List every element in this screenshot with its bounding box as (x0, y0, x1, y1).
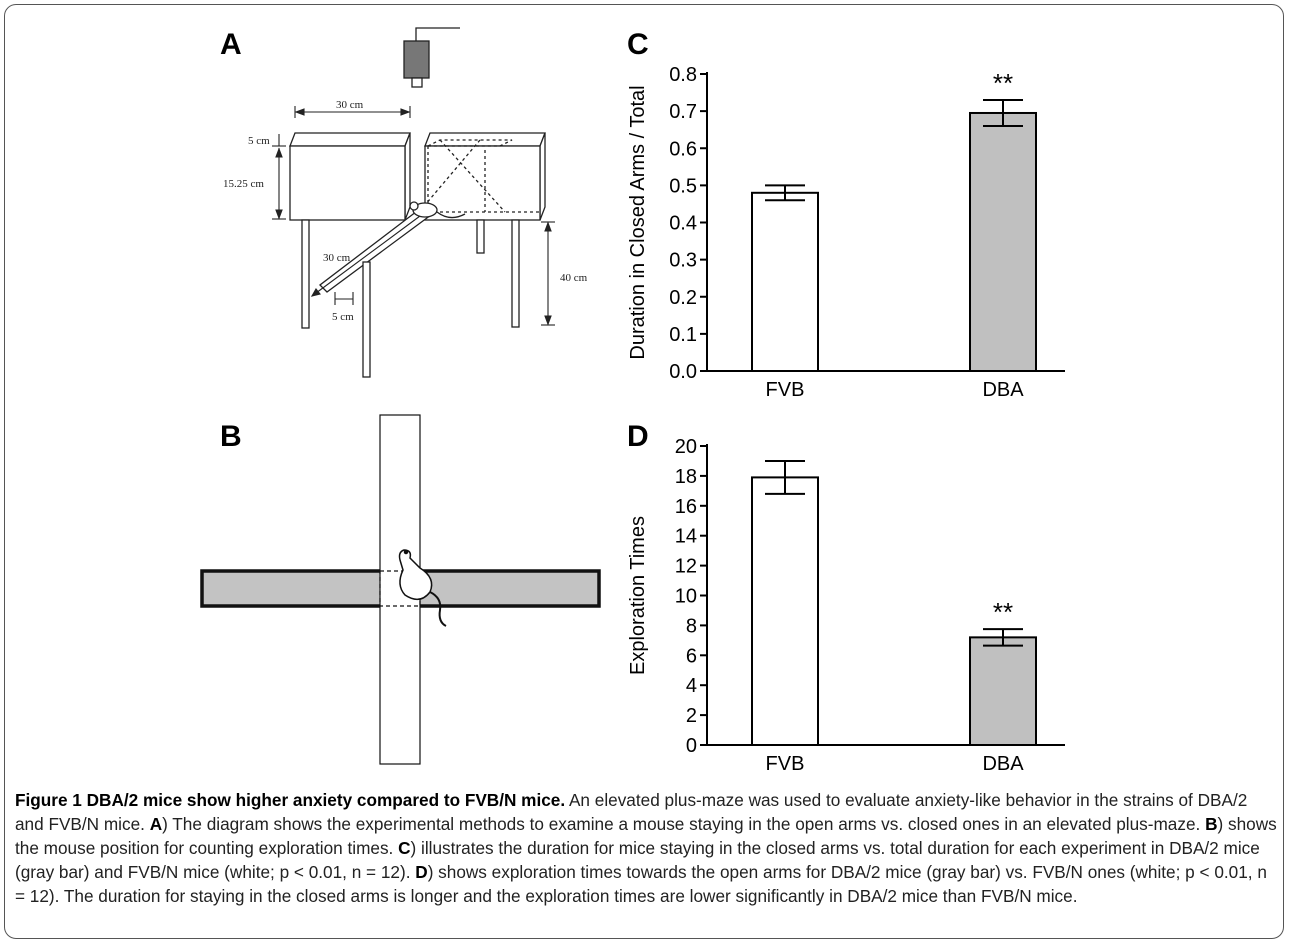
chart-exploration-times: 0 2 4 6 8 10 12 14 16 18 20 Exploration Times FVB ** D… (627, 436, 1065, 775)
y-axis-label: Duration in Closed Arms / Total (627, 85, 649, 359)
dim-height: 40 cm (560, 272, 588, 284)
leg-left (301, 219, 310, 329)
panel-letter-c: C (627, 28, 649, 61)
x-tick-label: DBA (982, 379, 1024, 401)
x-tick-label: FVB (766, 753, 805, 775)
panel-letter-a: A (220, 28, 242, 61)
leg-right (511, 219, 520, 328)
bar-fvb (751, 191, 819, 372)
y-tick-label: 0 (686, 735, 697, 757)
y-tick-label: 4 (686, 675, 697, 697)
closed-arm-left (289, 132, 411, 221)
dim-wall-thickness: 5 cm (248, 135, 270, 147)
y-tick-label: 8 (686, 615, 697, 637)
caption-d-letter: D (415, 862, 428, 882)
caption-b-letter: B (1205, 814, 1218, 834)
y-tick-label: 6 (686, 645, 697, 667)
y-tick-label: 2 (686, 705, 697, 727)
y-tick-label: 0.0 (669, 361, 697, 383)
caption-title: Figure 1 DBA/2 mice show higher anxiety … (15, 790, 566, 810)
caption-b-text: ) shows the mouse position for counting … (15, 814, 1277, 858)
y-tick-label: 0.6 (669, 138, 697, 160)
figure-caption: Figure 1 DBA/2 mice show higher anxiety … (15, 788, 1277, 908)
y-tick-label: 0.5 (669, 175, 697, 197)
leg-back-right (476, 219, 485, 254)
significance-label: ** (993, 68, 1013, 98)
significance-label: ** (993, 597, 1013, 627)
panel-letter-d: D (627, 420, 649, 453)
closed-arm-right (424, 132, 546, 221)
mouse-icon (409, 201, 466, 219)
y-tick-label: 0.8 (669, 64, 697, 86)
y-axis-label: Exploration Times (627, 516, 649, 675)
plus-maze-top-view (200, 414, 601, 765)
caption-c-text: ) illustrates the duration for mice stay… (15, 838, 1260, 882)
dim-wall-height: 15.25 cm (223, 178, 264, 190)
x-tick-label: DBA (982, 753, 1024, 775)
dim-arm-length: 30 cm (323, 252, 351, 264)
plus-maze-apparatus-diagram: 30 cm 5 cm 15.25 cm 30 cm 40 cm 5 cm (223, 27, 588, 378)
open-arm-front (319, 204, 437, 378)
y-tick-label: 18 (675, 466, 697, 488)
caption-c-letter: C (398, 838, 411, 858)
panel-letter-b: B (220, 420, 242, 453)
y-tick-label: 0.1 (669, 324, 697, 346)
y-tick-label: 0.4 (669, 213, 697, 235)
chart-duration-closed-arms: 0.0 0.1 0.2 0.3 0.4 0.5 0.6 0.7 0.8 Duration in C… (627, 64, 1065, 401)
dim-arm-width: 5 cm (332, 311, 354, 323)
y-tick-label: 0.3 (669, 250, 697, 272)
y-tick-label: 0.2 (669, 287, 697, 309)
dim-top-width: 30 cm (336, 99, 364, 111)
y-tick-label: 16 (675, 496, 697, 518)
bar-dba (969, 636, 1037, 746)
caption-a-letter: A (149, 814, 163, 834)
y-tick-label: 10 (675, 586, 697, 608)
y-tick-label: 14 (675, 526, 697, 548)
bar-dba (969, 111, 1037, 372)
caption-a-text: ) The diagram shows the experimental met… (162, 814, 1206, 834)
mouse-icon (398, 549, 447, 627)
figure-frame (4, 4, 1284, 939)
bar-fvb (751, 476, 819, 747)
y-tick-label: 0.7 (669, 101, 697, 123)
caption-intro: An elevated plus-maze was used to evalua… (15, 790, 1248, 834)
camera-icon (403, 27, 460, 88)
y-tick-label: 12 (675, 556, 697, 578)
y-tick-label: 20 (675, 436, 697, 458)
x-tick-label: FVB (766, 379, 805, 401)
caption-d-text: ) shows exploration times towards the op… (15, 862, 1267, 906)
